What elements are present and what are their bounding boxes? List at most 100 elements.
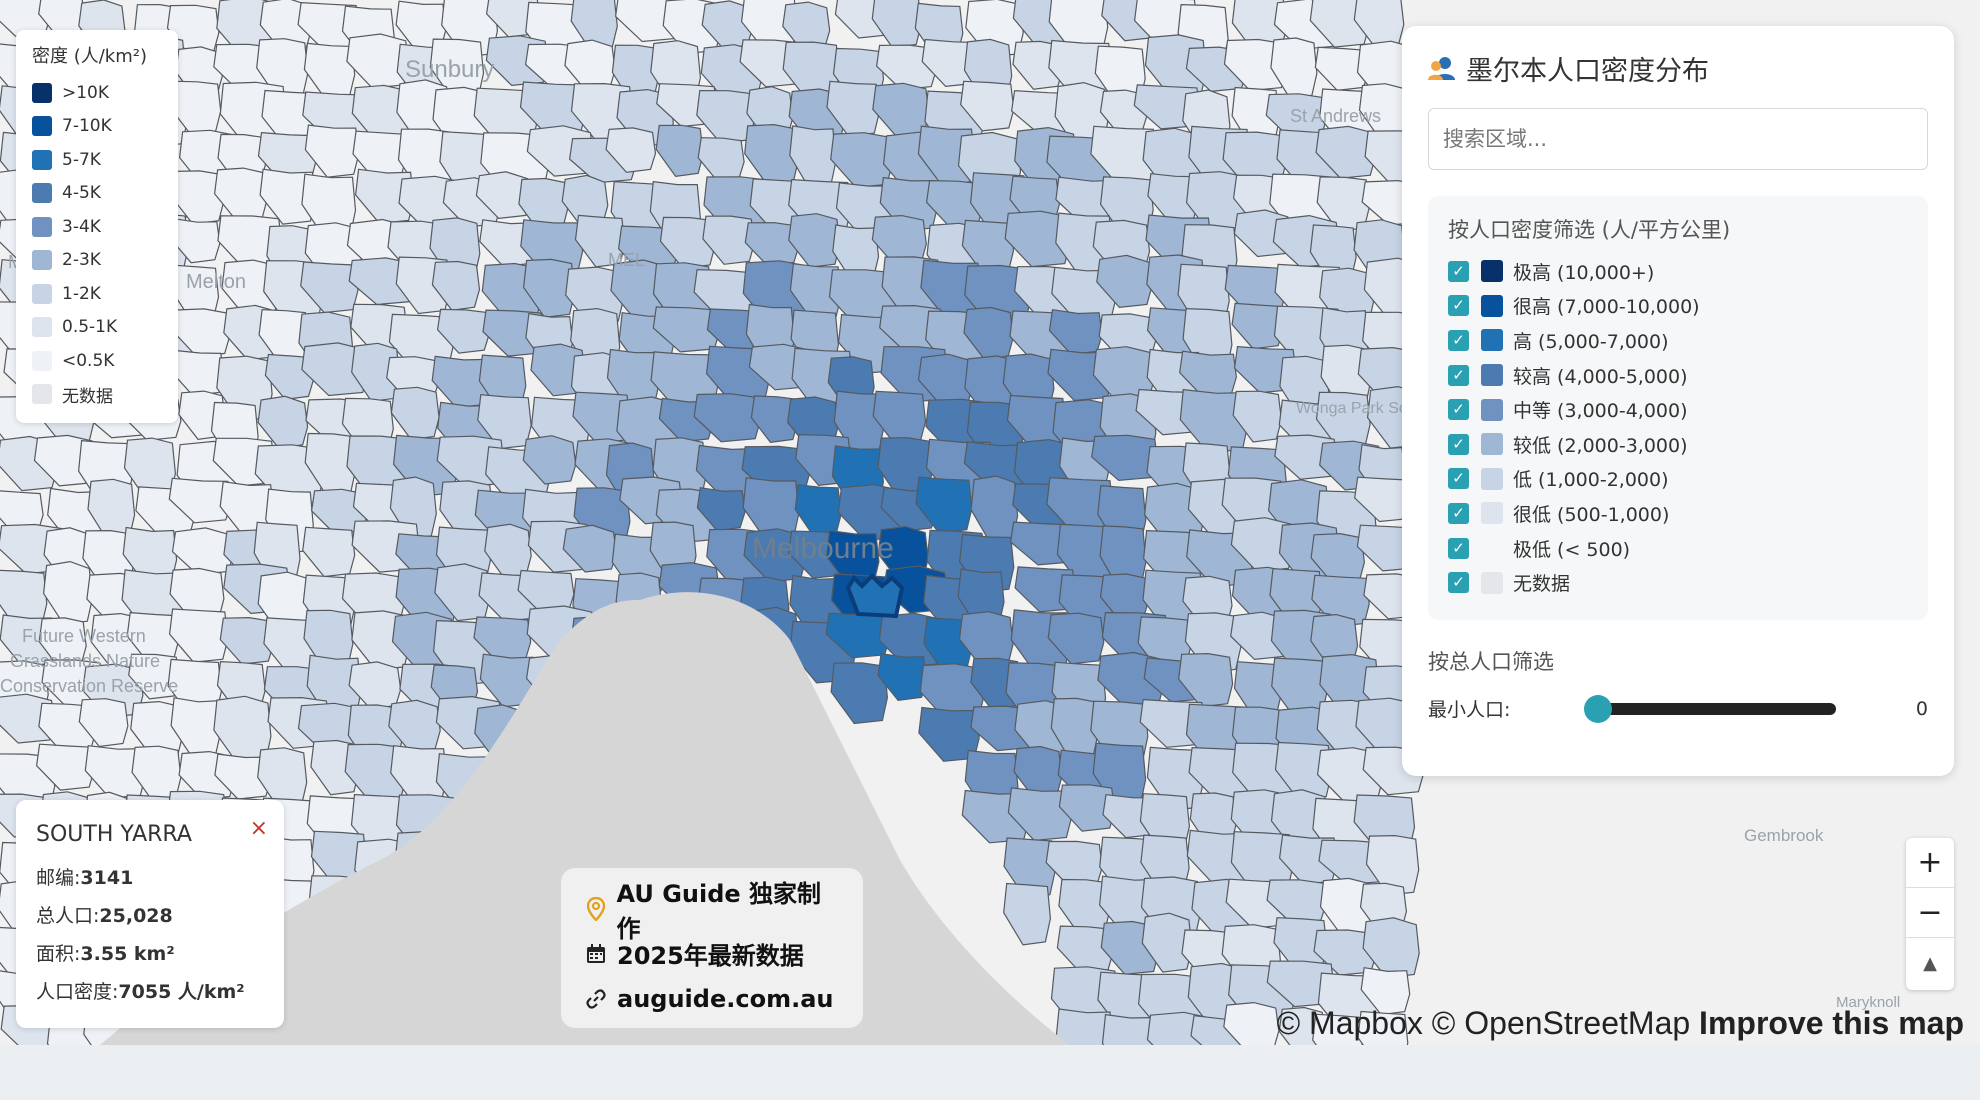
suburb-polygon[interactable] (264, 353, 315, 401)
promo-row-link[interactable]: auguide.com.au (583, 976, 841, 1021)
density-filter-item[interactable]: ✓ 极低 (< 500) (1448, 531, 1908, 566)
suburb-polygon[interactable] (170, 349, 225, 397)
suburb-polygon[interactable] (213, 695, 272, 764)
suburb-polygon[interactable] (1007, 787, 1073, 842)
suburb-polygon[interactable] (871, 214, 927, 266)
checkbox[interactable]: ✓ (1448, 502, 1469, 524)
suburb-polygon[interactable] (652, 306, 720, 353)
checkbox[interactable]: ✓ (1448, 260, 1469, 282)
suburb-polygon[interactable] (958, 611, 1014, 668)
suburb-polygon[interactable] (429, 38, 485, 100)
suburb-polygon[interactable] (1048, 309, 1103, 355)
suburb-polygon[interactable] (830, 132, 893, 188)
zoom-in-button[interactable]: + (1906, 838, 1954, 888)
mapbox-attribution-link[interactable]: © Mapbox (1276, 1005, 1423, 1041)
suburb-polygon[interactable] (1310, 532, 1366, 585)
suburb-polygon[interactable] (915, 476, 973, 534)
checkbox[interactable]: ✓ (1448, 537, 1469, 559)
checkbox[interactable]: ✓ (1448, 329, 1469, 351)
suburb-polygon[interactable] (302, 526, 356, 578)
density-filter-item[interactable]: ✓ 较低 (2,000-3,000) (1448, 427, 1908, 462)
suburb-polygon[interactable] (1360, 967, 1411, 1016)
suburb-polygon[interactable] (1101, 1013, 1155, 1045)
compass-button[interactable]: ▲ (1906, 938, 1954, 988)
suburb-polygon[interactable] (659, 216, 716, 269)
promo-link-text[interactable]: auguide.com.au (617, 984, 834, 1013)
suburb-polygon[interactable] (923, 617, 973, 674)
suburb-polygon[interactable] (1232, 390, 1283, 443)
suburb-polygon[interactable] (78, 698, 129, 748)
improve-map-link[interactable]: Improve this map (1699, 1005, 1964, 1041)
suburb-polygon[interactable] (1013, 745, 1063, 799)
suburb-polygon[interactable] (832, 224, 880, 282)
suburb-polygon[interactable] (303, 42, 356, 100)
suburb-polygon[interactable] (1315, 125, 1376, 179)
suburb-polygon[interactable] (348, 661, 402, 710)
suburb-polygon[interactable] (0, 569, 48, 630)
suburb-polygon[interactable] (171, 527, 234, 576)
suburb-polygon[interactable] (872, 390, 927, 445)
suburb-polygon[interactable] (518, 177, 569, 232)
suburb-polygon[interactable] (131, 745, 182, 802)
min-population-slider-thumb[interactable] (1584, 694, 1612, 723)
suburb-polygon[interactable] (388, 699, 441, 753)
suburb-polygon[interactable] (304, 124, 360, 178)
suburb-polygon[interactable] (1312, 1013, 1363, 1045)
checkbox[interactable]: ✓ (1448, 364, 1469, 386)
suburb-polygon[interactable] (918, 706, 980, 762)
suburb-polygon[interactable] (561, 174, 609, 227)
suburb-polygon[interactable] (961, 219, 1015, 275)
suburb-polygon[interactable] (477, 394, 532, 450)
suburb-polygon[interactable] (1362, 917, 1420, 979)
suburb-polygon[interactable] (1365, 834, 1420, 896)
suburb-polygon[interactable] (1058, 878, 1111, 936)
density-filter-item[interactable]: ✓ 很低 (500-1,000) (1448, 496, 1908, 531)
suburb-polygon[interactable] (256, 38, 309, 100)
checkbox[interactable]: ✓ (1448, 468, 1469, 490)
checkbox[interactable]: ✓ (1448, 433, 1469, 455)
suburb-polygon[interactable] (1099, 525, 1147, 590)
suburb-polygon[interactable] (87, 478, 136, 541)
suburb-polygon[interactable] (522, 435, 577, 485)
suburb-polygon[interactable] (1048, 0, 1109, 54)
suburb-polygon[interactable] (744, 222, 800, 267)
search-input[interactable] (1428, 108, 1928, 170)
suburb-polygon[interactable] (434, 563, 491, 622)
density-filter-item[interactable]: ✓ 较高 (4,000-5,000) (1448, 358, 1908, 393)
suburb-polygon[interactable] (564, 39, 616, 91)
suburb-polygon[interactable] (1233, 661, 1283, 719)
suburb-polygon[interactable] (744, 123, 800, 185)
checkbox[interactable]: ✓ (1448, 399, 1469, 421)
suburb-polygon[interactable] (570, 0, 618, 51)
density-filter-item[interactable]: ✓ 很高 (7,000-10,000) (1448, 289, 1908, 324)
density-filter-item[interactable]: ✓ 低 (1,000-2,000) (1448, 462, 1908, 497)
suburb-polygon[interactable] (431, 260, 481, 311)
suburb-polygon[interactable] (825, 529, 880, 587)
suburb-polygon[interactable] (1047, 612, 1105, 665)
suburb-polygon[interactable] (1099, 573, 1150, 622)
suburb-polygon[interactable] (257, 395, 309, 449)
suburb-polygon[interactable] (871, 0, 922, 49)
suburb-polygon[interactable] (126, 611, 180, 664)
suburb-polygon[interactable] (303, 609, 354, 671)
suburb-polygon[interactable] (788, 213, 841, 268)
checkbox[interactable]: ✓ (1448, 295, 1469, 317)
suburb-polygon[interactable] (1265, 93, 1327, 140)
suburb-polygon[interactable] (1045, 840, 1103, 888)
suburb-polygon[interactable] (1003, 882, 1052, 946)
suburb-polygon[interactable] (484, 523, 532, 579)
suburb-polygon[interactable] (259, 0, 312, 52)
suburb-polygon[interactable] (169, 567, 225, 622)
suburb-polygon[interactable] (826, 80, 880, 137)
suburb-polygon[interactable] (168, 608, 229, 663)
density-filter-item[interactable]: ✓ 无数据 (1448, 565, 1908, 600)
suburb-polygon[interactable] (213, 167, 268, 222)
suburb-polygon[interactable] (655, 124, 704, 177)
density-filter-item[interactable]: ✓ 中等 (3,000-4,000) (1448, 392, 1908, 427)
suburb-polygon[interactable] (1056, 925, 1114, 974)
suburb-polygon[interactable] (696, 89, 756, 144)
suburb-polygon[interactable] (1315, 391, 1371, 450)
suburb-polygon[interactable] (42, 560, 93, 625)
suburb-polygon[interactable] (1316, 176, 1370, 232)
suburb-polygon[interactable] (473, 616, 532, 663)
